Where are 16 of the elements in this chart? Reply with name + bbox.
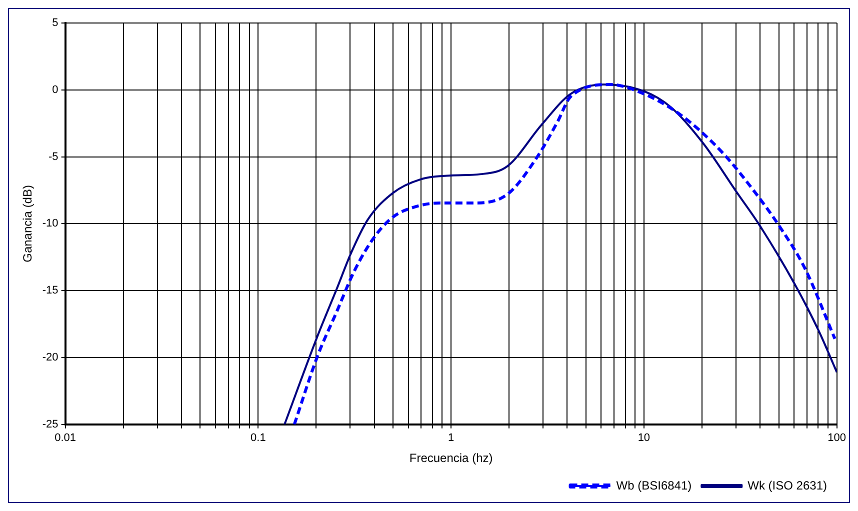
x-tick-label: 0.1: [250, 432, 266, 444]
y-axis-title: Ganancia (dB): [20, 185, 35, 262]
y-tick-label: -15: [42, 284, 58, 297]
legend-label: Wk (ISO 2631): [748, 478, 828, 492]
y-tick-label: -25: [42, 418, 58, 430]
y-tick-label: -10: [42, 218, 58, 230]
y-tick-label: -5: [48, 150, 58, 163]
x-tick-label: 0.01: [54, 432, 76, 444]
y-tick-label: 0: [52, 84, 58, 96]
x-tick-label: 100: [828, 432, 846, 444]
legend-label: Wb (BSI6841): [616, 478, 692, 492]
y-tick-label: 5: [52, 17, 58, 30]
x-tick-label: 10: [638, 432, 650, 444]
x-axis-title: Frecuencia (hz): [409, 451, 493, 466]
x-tick-label: 1: [448, 432, 454, 444]
y-tick-label: -20: [42, 352, 58, 364]
